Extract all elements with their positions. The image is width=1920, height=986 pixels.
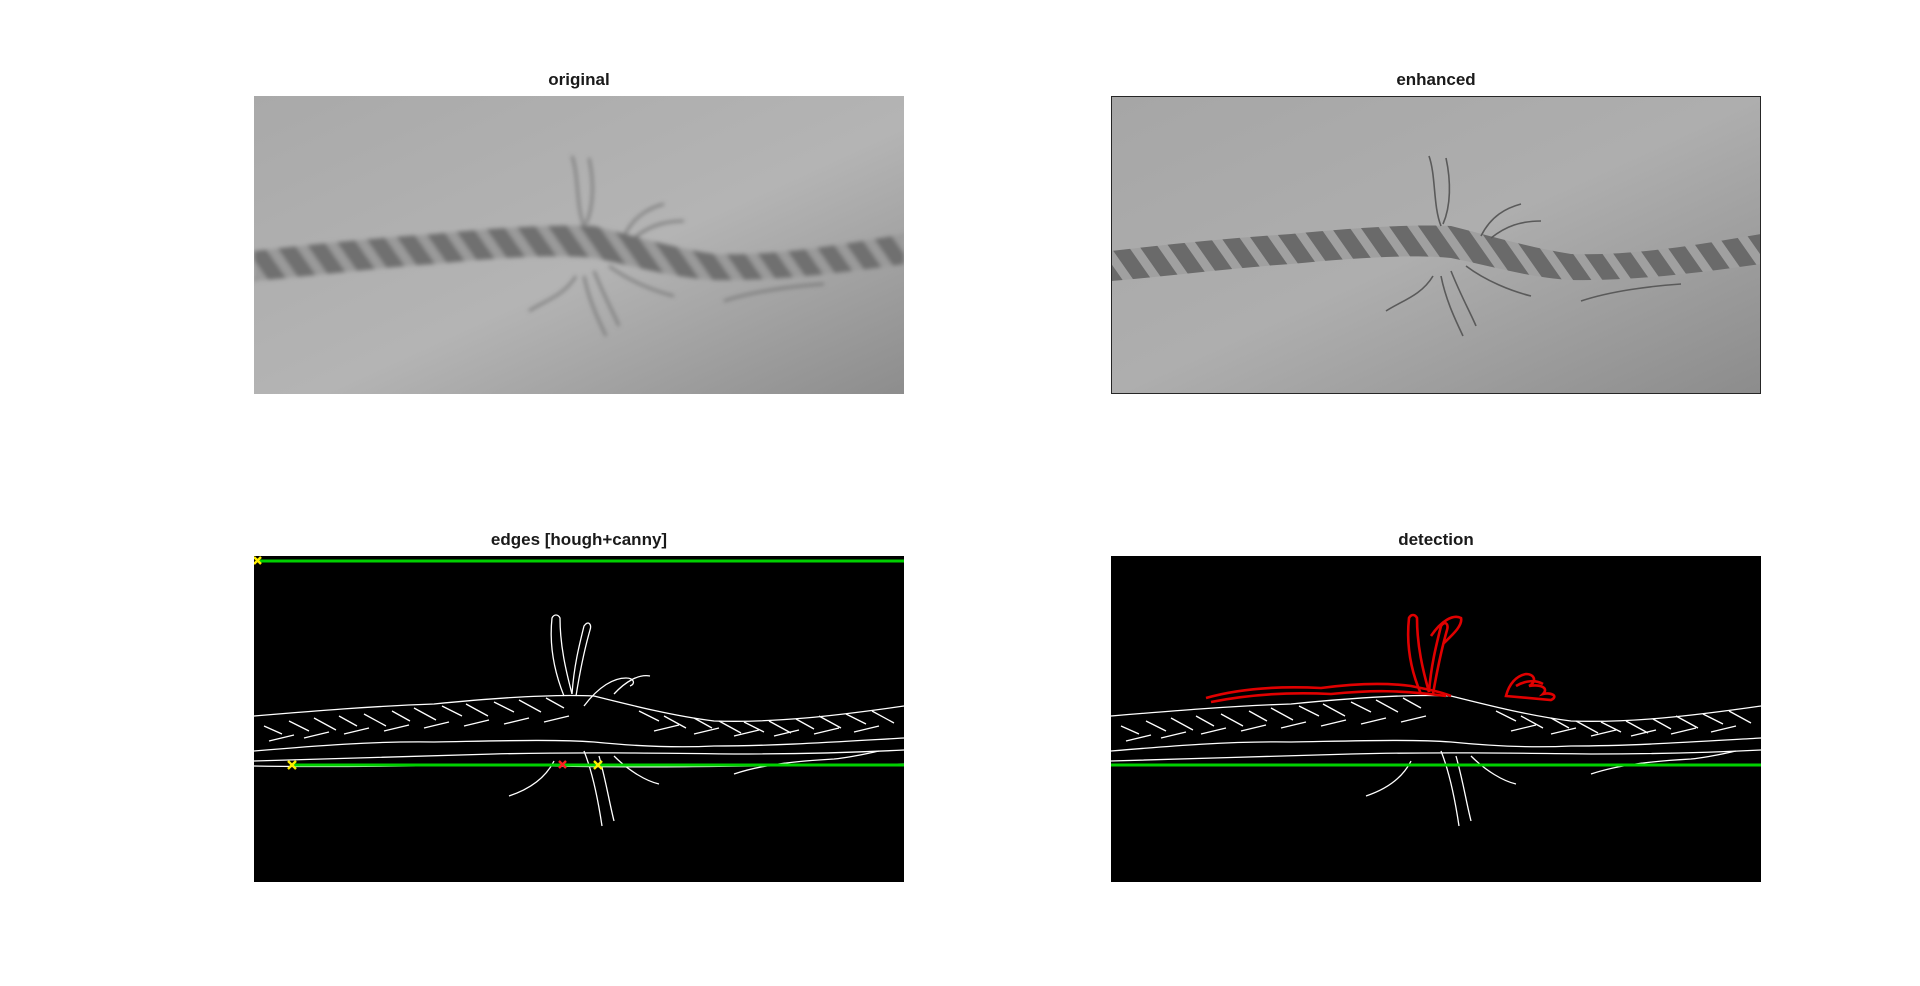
detection-image [1111, 556, 1761, 882]
panel-title: edges [hough+canny] [490, 530, 668, 549]
panel-edges: edges [hough+canny] [254, 530, 904, 882]
panel-original: original [254, 70, 904, 394]
original-rope-image [254, 96, 904, 394]
panel-title: original [548, 70, 610, 89]
panel-title: enhanced [1396, 70, 1476, 89]
endpoint-markers [254, 556, 603, 770]
edges-image [254, 556, 904, 882]
enhanced-rope-image [1111, 96, 1761, 394]
panel-enhanced: enhanced [1111, 70, 1761, 394]
panel-detection: detection [1111, 530, 1761, 882]
detected-fray [1205, 613, 1556, 704]
break-marker [558, 760, 567, 769]
panel-title: detection [1398, 530, 1474, 549]
